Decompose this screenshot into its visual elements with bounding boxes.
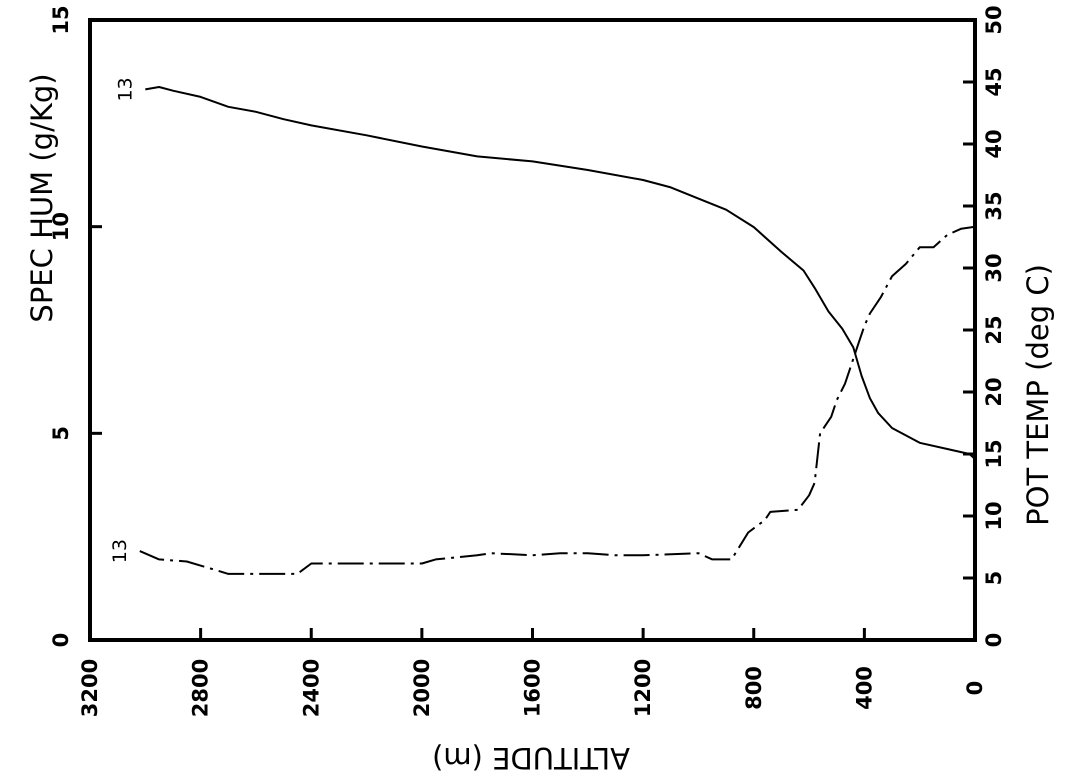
- x-tick-label: 2000: [410, 659, 434, 717]
- y-left-tick-label: 15: [49, 5, 73, 34]
- y-right-axis-title: POT TEMP (deg C): [1021, 264, 1055, 526]
- x-tick-label: 0: [963, 681, 987, 696]
- series-line-spec-hum: [139, 225, 976, 575]
- y-right-tick-label: 20: [982, 377, 1006, 406]
- x-tick-label: 1600: [521, 659, 545, 717]
- x-tick-label: 2400: [299, 659, 323, 717]
- y-left-tick-label: 10: [49, 212, 73, 241]
- y-right-tick-label: 35: [982, 191, 1006, 220]
- series-label: 13: [114, 77, 136, 101]
- x-tick-label: 3200: [78, 659, 102, 717]
- x-tick-label: 400: [852, 666, 876, 710]
- series-line-pot-temp: [145, 86, 976, 460]
- x-axis-title: ALTITUDE (m): [432, 741, 630, 775]
- x-tick-label: 800: [742, 666, 766, 710]
- tick-marks: [88, 18, 977, 642]
- series-label: 13: [109, 539, 131, 563]
- y-right-tick-label: 45: [982, 67, 1006, 96]
- x-tick-label: 2800: [189, 659, 213, 717]
- y-right-tick-label: 30: [982, 253, 1006, 282]
- y-right-tick-label: 10: [982, 501, 1006, 530]
- y-right-tick-label: 0: [982, 633, 1006, 648]
- y-right-tick-label: 25: [982, 315, 1006, 344]
- y-right-tick-label: 40: [982, 129, 1006, 158]
- y-left-axis-title: SPEC HUM (g/Kg): [25, 73, 59, 322]
- x-tick-label: 1200: [631, 659, 655, 717]
- y-right-tick-label: 50: [982, 5, 1006, 34]
- series-layer: [139, 86, 976, 575]
- y-right-tick-label: 5: [982, 571, 1006, 586]
- y-right-tick-label: 15: [982, 439, 1006, 468]
- y-left-tick-label: 0: [49, 633, 73, 648]
- y-left-tick-label: 5: [49, 426, 73, 441]
